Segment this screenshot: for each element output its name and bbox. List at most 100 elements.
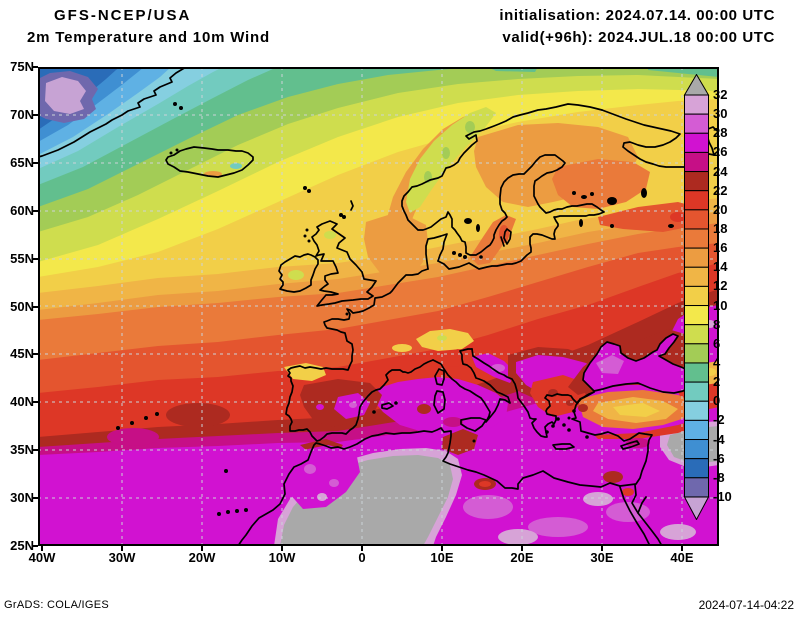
coastlines [38,67,719,546]
colorbar-above-max-triangle [683,74,710,96]
colorbar-band [684,247,709,268]
product-title: 2m Temperature and 10m Wind [27,29,270,46]
colorbar-level-label: 30 [713,106,728,122]
grads-credit: GrADS: COLA/IGES [4,599,110,611]
colorbar-band [684,343,709,364]
lat-tick [33,257,38,260]
init-time-label: initialisation: 2024.07.14. 00:00 UTC [499,7,775,24]
colorbar-level-label: 6 [713,335,721,351]
colorbar-band [684,171,709,192]
lat-label: 30N [10,490,34,506]
lat-tick [33,353,38,356]
lon-label: 30E [590,550,614,565]
colorbar-band [684,400,709,421]
lat-label: 60N [10,202,34,218]
colorbar-band [684,228,709,249]
colorbar-level-label: 4 [713,354,721,370]
colorbar-band [684,324,709,345]
lon-label: 30W [108,550,136,565]
valid-time-label: valid(+96h): 2024.JUL.18 00:00 UTC [502,29,775,46]
lakes [464,188,674,232]
lon-label: 10E [430,550,454,565]
lon-tick [601,546,603,551]
map-frame-border [38,67,719,546]
lat-label: 45N [10,346,34,362]
colorbar-level-label: 10 [713,297,728,313]
colorbar-level-label: 20 [713,201,728,217]
colorbar-level-label: 16 [713,240,728,256]
lon-tick [121,546,123,551]
lat-label: 25N [10,538,34,553]
colorbar-band [684,439,709,460]
colorbar-level-label: 2 [713,374,721,390]
lat-label: 70N [10,106,34,122]
temperature-map [38,67,719,546]
lat-tick [33,66,38,68]
temperature-colorbar [683,74,710,520]
lat-label: 75N [10,59,34,74]
colorbar-band [684,419,709,441]
colorbar-band [684,113,709,134]
colorbar-band [684,94,709,115]
lat-tick [33,545,38,547]
lon-tick [361,546,363,551]
lat-label: 55N [10,250,34,266]
lon-tick [41,546,43,551]
lat-label: 35N [10,442,34,458]
colorbar-band [684,458,709,479]
lat-label: 40N [10,394,34,410]
colorbar-level-label: -8 [713,469,725,485]
colorbar-band [684,477,709,498]
lon-label: 20W [188,550,216,565]
colorbar-level-label: 26 [713,144,728,160]
colorbar-band [684,151,709,173]
lat-tick [33,497,38,500]
colorbar-band [684,285,709,307]
lat-tick [33,209,38,212]
temperature-field [38,67,719,546]
colorbar-level-label: 8 [713,316,721,332]
colorbar-level-label: 28 [713,125,728,141]
colorbar-band [684,266,709,287]
colorbar-band [684,362,709,383]
lon-label: 10W [268,550,296,565]
small-islands [116,102,589,516]
colorbar-band [684,132,709,153]
colorbar-level-label: -4 [713,431,725,447]
colorbar-level-label: 22 [713,182,728,198]
colorbar-below-min-triangle [683,496,710,520]
lon-label: 40W [28,550,56,565]
colorbar-band [684,381,709,402]
lon-label: 20E [510,550,534,565]
colorbar-level-label: -6 [713,450,725,466]
lat-tick [33,305,38,308]
colorbar-band [684,190,709,211]
lon-tick [681,546,683,551]
colorbar-level-label: 0 [713,393,721,409]
lat-label: 65N [10,154,34,170]
lat-tick [33,113,38,116]
creation-timestamp: 2024-07-14-04:22 [698,598,794,612]
lon-label: 40E [670,550,694,565]
colorbar-level-label: -10 [713,488,732,504]
colorbar-band [684,305,709,326]
colorbar-level-label: 18 [713,220,728,236]
lon-tick [281,546,283,551]
lat-tick [33,161,38,164]
lat-tick [33,449,38,452]
lat-tick [33,401,38,404]
lon-tick [521,546,523,551]
lon-tick [201,546,203,551]
model-title: GFS-NCEP/USA [54,7,192,24]
lon-label: 0 [358,550,366,565]
lat-label: 50N [10,298,34,314]
colorbar-level-label: -2 [713,412,725,428]
colorbar-level-label: 14 [713,259,728,275]
lon-tick [441,546,443,551]
graticule-gridlines [38,67,719,546]
colorbar-level-label: 32 [713,87,728,102]
colorbar-level-label: 12 [713,278,728,294]
colorbar-level-label: 24 [713,163,728,179]
colorbar-band [684,209,709,230]
